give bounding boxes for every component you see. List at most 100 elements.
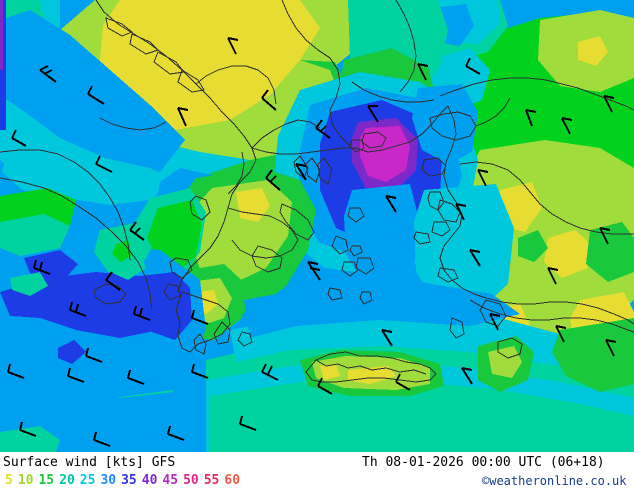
wind-barb <box>385 195 397 213</box>
wind-barb <box>87 85 105 105</box>
coast-kefalonia <box>169 257 193 279</box>
border-balkans-2 <box>0 149 131 261</box>
legend-step-20: 20 <box>59 473 75 488</box>
wind-barb <box>417 63 429 81</box>
band-blue-ionian <box>0 272 180 338</box>
wind-barb <box>69 301 87 317</box>
band-sky-jet-halo <box>344 184 420 286</box>
wind-barb <box>547 267 559 285</box>
wind-barb <box>561 117 573 135</box>
band-yellow-mainland-core <box>236 188 270 222</box>
band-green-anat-patch2 <box>586 222 634 282</box>
island-kythira <box>237 331 253 347</box>
coast-dalmatia-isl4 <box>177 69 205 93</box>
island-skyros <box>347 207 365 223</box>
wind-barb <box>317 377 333 395</box>
wind-barb <box>227 37 239 55</box>
wind-speed-legend: 5 10 15 20 25 30 35 40 45 50 55 60 <box>5 473 245 488</box>
wind-map-canvas[interactable] <box>0 0 634 452</box>
wind-barb <box>455 203 467 221</box>
band-yellowgreen-rhodes <box>488 346 522 378</box>
wind-barb <box>307 261 321 281</box>
band-yellow-nw <box>100 0 320 130</box>
wind-barb <box>461 367 473 385</box>
wind-barb <box>381 329 393 347</box>
wind-speed-bands <box>0 0 634 452</box>
wind-barb <box>605 339 617 357</box>
wind-barb <box>261 89 277 111</box>
coastlines <box>0 0 634 383</box>
coast-zakynthos <box>163 283 181 301</box>
island-kos <box>437 267 459 283</box>
island-andros <box>331 235 349 255</box>
band-teal-ion-patch1 <box>10 272 48 296</box>
legend-step-45: 45 <box>162 473 179 488</box>
island-ikaria <box>413 231 431 245</box>
legend-step-40: 40 <box>141 473 158 488</box>
legend-step-50: 50 <box>183 473 199 488</box>
wind-barb <box>477 169 489 187</box>
wind-barb <box>555 325 567 343</box>
wind-barb <box>85 347 103 363</box>
wind-barb <box>93 431 111 447</box>
wind-barb <box>599 227 611 245</box>
border-albania <box>227 151 245 195</box>
border-anatolia-s <box>469 299 634 333</box>
wind-barb <box>261 363 279 381</box>
border-balkans-1 <box>281 0 351 147</box>
wind-barb <box>603 95 615 113</box>
band-teal-sw-corner <box>0 426 60 452</box>
wind-barb <box>127 369 145 385</box>
wind-barb <box>525 109 537 127</box>
band-violet-left-edge <box>0 0 3 70</box>
wind-barb <box>239 415 257 431</box>
island-chios <box>427 191 445 211</box>
map-datetime: Th 08-01-2026 00:00 UTC (06+18) <box>362 455 605 470</box>
band-teal-patch-nw2 <box>0 214 70 256</box>
band-green-anat-patch1 <box>518 230 548 262</box>
island-santorini <box>359 291 373 305</box>
wind-barb <box>167 425 185 441</box>
band-green-se-corner <box>552 318 634 392</box>
coast-bosphorus <box>475 97 511 127</box>
coast-corfu <box>189 195 211 221</box>
band-teal-south-2 <box>210 380 634 452</box>
coast-dalmatia-isl1 <box>105 17 133 37</box>
island-se-hint <box>497 337 523 359</box>
band-cyan-east-aegean <box>414 184 514 312</box>
island-samos <box>431 221 451 237</box>
wind-barb <box>295 163 307 181</box>
wind-barb <box>395 373 411 391</box>
band-yellow-anat-2 <box>544 230 592 278</box>
coast-italy-east <box>0 177 153 311</box>
coast-greece-west <box>177 147 257 293</box>
coast-pelop-mani <box>193 333 207 355</box>
wind-barb <box>133 305 151 321</box>
island-paros <box>341 261 359 277</box>
legend-step-15: 15 <box>38 473 55 488</box>
map-footer: Surface wind [kts] GFS Th 08-01-2026 00:… <box>0 452 634 490</box>
coast-peloponnese <box>175 291 231 353</box>
island-rhodes <box>479 299 507 327</box>
wind-barb <box>11 129 27 147</box>
band-cyan-patch-nw <box>2 140 96 196</box>
coast-attica <box>251 245 283 273</box>
coast-turkey-west <box>439 105 487 299</box>
coast-dalmatia-isl2 <box>129 33 159 55</box>
legend-step-25: 25 <box>79 473 96 488</box>
island-milos <box>327 287 343 301</box>
wind-barb <box>7 363 25 379</box>
band-green-patch-w1 <box>112 240 132 262</box>
border-romania <box>395 0 417 93</box>
wind-barb <box>105 271 121 291</box>
coast-turkey-south <box>485 297 634 325</box>
coast-evia <box>279 203 315 241</box>
island-crete-detail <box>315 359 427 375</box>
coast-blacksea <box>439 77 634 111</box>
legend-step-35: 35 <box>121 473 137 488</box>
legend-step-30: 30 <box>100 473 117 488</box>
wind-barb <box>33 259 51 275</box>
wind-barb <box>39 65 57 83</box>
legend-step-60: 60 <box>224 473 241 488</box>
